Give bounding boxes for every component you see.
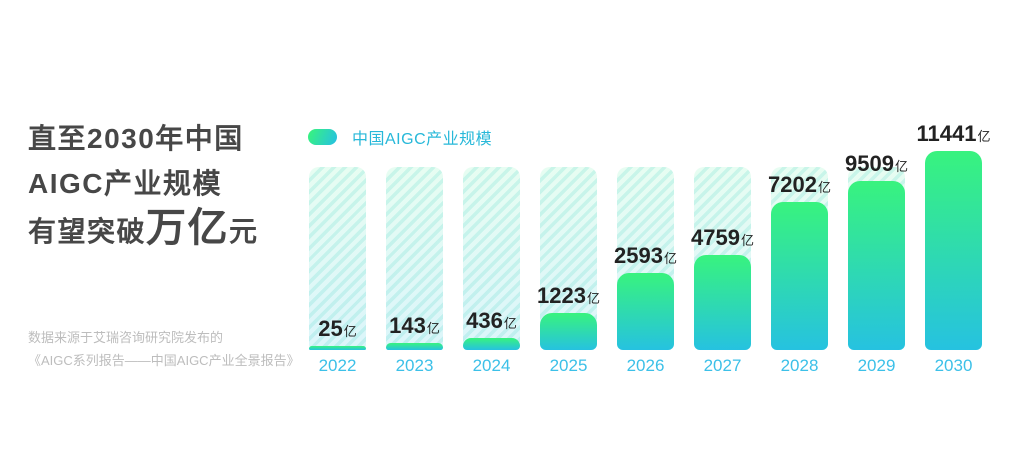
bar-value-number: 2593 [614, 243, 663, 268]
bar-track [463, 167, 520, 350]
bar-column-2023: 143亿 2023 [386, 167, 443, 375]
headline-line-1: 直至2030年中国 [28, 123, 244, 154]
bar-value-number: 25 [318, 316, 343, 341]
headline-line-3-suffix: 元 [229, 216, 259, 247]
bar-track [386, 167, 443, 350]
bar-value-label: 4759亿 [691, 227, 754, 249]
bar-value-label: 1223亿 [537, 282, 600, 308]
source-line-1: 数据来源于艾瑞咨询研究院发布的 [28, 330, 224, 345]
headline-line-3: 有望突破万亿元 [28, 206, 259, 254]
x-axis-label: 2023 [395, 356, 434, 375]
x-axis-label: 2025 [549, 356, 588, 375]
bar-value-unit: 亿 [586, 290, 600, 306]
bar-track [309, 167, 366, 350]
bar-value-label: 2593亿 [614, 245, 677, 267]
bar-value-label: 436亿 [466, 307, 517, 333]
chart-legend: 中国AIGC产业规模 [308, 125, 492, 149]
bar-value-label: 143亿 [389, 312, 440, 338]
legend-label: 中国AIGC产业规模 [352, 131, 493, 148]
bar-column-2024: 436亿 2024 [463, 167, 520, 375]
bar-value-number: 1223 [537, 282, 586, 308]
bar-fill [309, 346, 366, 350]
bar-column-2028: 7202亿 2028 [768, 167, 831, 375]
bar-value-unit: 亿 [740, 233, 754, 248]
x-axis-label: 2030 [934, 356, 973, 375]
x-axis-label: 2022 [318, 356, 357, 375]
bar-value-unit: 亿 [977, 129, 991, 144]
headline-line-2: AIGC产业规模 [28, 168, 223, 199]
bar-fill [848, 181, 905, 350]
data-source-note: 数据来源于艾瑞咨询研究院发布的 《AIGC系列报告——中国AIGC产业全景报告》 [28, 326, 300, 372]
headline: 直至2030年中国 AIGC产业规模 有望突破万亿元 [28, 116, 259, 254]
bar-value-label: 25亿 [318, 318, 357, 340]
bar-value-number: 436 [466, 307, 503, 333]
bar-column-2022: 25亿 2022 [309, 167, 366, 375]
bar-column-2026: 2593亿 2026 [614, 167, 677, 375]
bar-fill [617, 273, 674, 350]
bar-fill [540, 312, 597, 350]
bar-value-number: 4759 [691, 225, 740, 250]
x-axis-label: 2028 [780, 356, 819, 375]
bar-fill [386, 342, 443, 350]
bar-value-unit: 亿 [503, 315, 517, 331]
headline-emphasis: 万亿 [146, 206, 230, 250]
bar-fill [463, 337, 520, 350]
bar-value-number: 11441 [916, 121, 977, 146]
bar-column-2027: 4759亿 2027 [691, 167, 754, 375]
bar-fill [771, 202, 828, 350]
x-axis-label: 2026 [626, 356, 665, 375]
bar-value-unit: 亿 [426, 320, 440, 336]
legend-swatch-icon [308, 129, 337, 145]
bar-value-label: 7202亿 [768, 174, 831, 196]
x-axis-label: 2027 [703, 356, 742, 375]
bar-fill [694, 255, 751, 350]
bar-column-2030: 11441亿 2030 [917, 123, 991, 376]
bar-value-label: 11441亿 [917, 123, 991, 145]
bar-fill [925, 151, 982, 350]
bar-value-number: 9509 [845, 151, 894, 176]
bar-column-2029: 9509亿 2029 [845, 153, 908, 376]
source-line-2: 《AIGC系列报告——中国AIGC产业全景报告》 [28, 353, 300, 368]
bar-column-2025: 1223亿 2025 [537, 167, 600, 375]
bar-value-number: 7202 [768, 172, 817, 197]
bar-chart: 25亿 2022 143亿 2023 436亿 2024 1223亿 2025 2593亿 202… [309, 123, 991, 376]
headline-line-3-prefix: 有望突破 [28, 216, 147, 247]
bar-value-unit: 亿 [343, 324, 357, 339]
x-axis-label: 2024 [472, 356, 511, 375]
bar-value-unit: 亿 [817, 180, 831, 195]
bar-value-unit: 亿 [894, 159, 908, 174]
bar-value-unit: 亿 [663, 251, 677, 266]
x-axis-label: 2029 [857, 356, 896, 375]
bar-value-label: 9509亿 [845, 153, 908, 175]
bar-value-number: 143 [389, 312, 426, 338]
